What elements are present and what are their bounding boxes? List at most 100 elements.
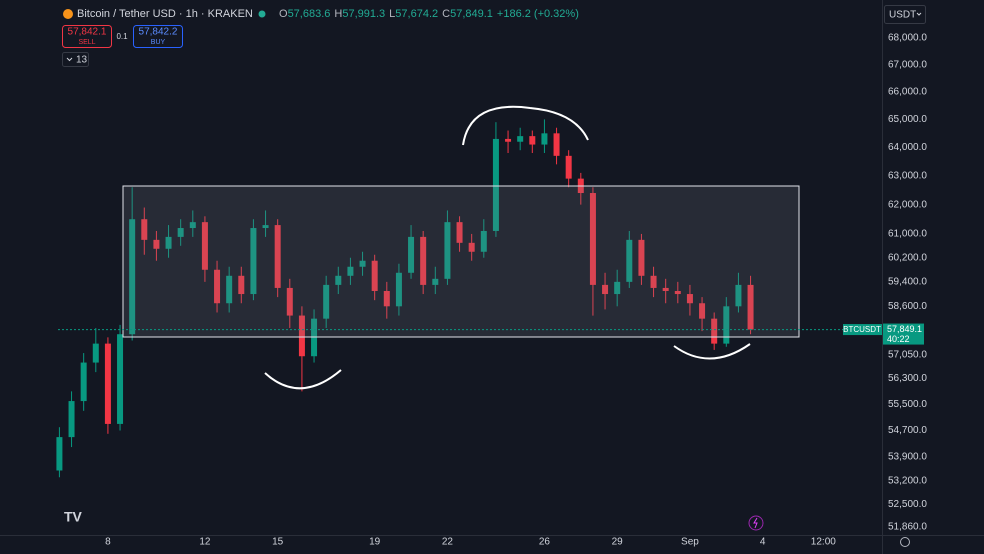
x-tick-label: 22 [442, 537, 454, 548]
candle-body [444, 222, 451, 279]
candle-body [541, 133, 548, 145]
drawing-curve [462, 105, 589, 146]
price-tag-price: 57,849.1 [887, 324, 922, 334]
symbol-title[interactable]: Bitcoin / Tether USD · 1h · KRAKEN [77, 8, 253, 20]
x-tick-label: 19 [369, 537, 381, 548]
alert-icon[interactable] [748, 515, 764, 531]
ohlc: O57,683.6 H57,991.3 L57,674.2 C57,849.1 +186… [279, 8, 579, 20]
candle-body [117, 334, 124, 424]
candle-body [383, 290, 390, 307]
y-tick-label: 65,000.0 [888, 114, 927, 125]
x-tick-label: 29 [612, 537, 624, 548]
candle-body [274, 225, 281, 288]
y-tick-label: 62,000.0 [888, 199, 927, 210]
y-tick-label: 51,860.0 [888, 521, 927, 532]
candle-body [699, 303, 706, 319]
logo[interactable]: TV [64, 509, 83, 525]
candle-body [347, 266, 354, 276]
candle-body [468, 242, 475, 252]
ohlc-label: L [389, 8, 395, 20]
y-tick-label: 52,500.0 [888, 499, 927, 510]
indicators-count: 13 [76, 55, 88, 66]
candle-body [492, 138, 499, 231]
buy-price: 57,842.2 [139, 27, 178, 38]
candle-body [56, 437, 63, 471]
ohlc-value: 57,991.3 [342, 8, 385, 20]
y-tick-label: 53,900.0 [888, 452, 927, 463]
currency: USDT [889, 10, 916, 21]
y-tick-label: 58,600.0 [888, 301, 927, 312]
range-box [122, 185, 800, 338]
candle-body [614, 281, 621, 295]
candle-body [298, 315, 305, 357]
buy-label: BUY [151, 39, 166, 46]
candle-body [529, 136, 536, 145]
candle-body [602, 284, 609, 295]
x-tick-label: 12:00 [811, 537, 836, 548]
currency-select[interactable] [884, 5, 926, 24]
candle-body [92, 343, 99, 363]
candle-body [286, 287, 293, 316]
settings-icon[interactable] [900, 537, 910, 547]
buy-button[interactable] [133, 25, 183, 48]
ohlc-value: 57,674.2 [395, 8, 438, 20]
drawing-curve [673, 343, 751, 360]
sell-button[interactable] [62, 25, 112, 48]
candle-body [165, 236, 172, 249]
ohlc-value: 57,849.1 [450, 8, 493, 20]
chevron-icon [66, 57, 73, 62]
status-dot [258, 10, 266, 18]
candle-body [68, 401, 75, 438]
y-tick-label: 63,000.0 [888, 170, 927, 181]
ohlc-value: 57,683.6 [288, 8, 331, 20]
spread: 0.1 [116, 32, 128, 41]
candle-body [456, 222, 463, 243]
y-tick-label: 66,000.0 [888, 87, 927, 98]
candle-body [201, 222, 208, 270]
y-tick-label: 57,050.0 [888, 349, 927, 360]
y-tick-label: 60,200.0 [888, 252, 927, 263]
candle-body [80, 362, 87, 402]
candle-body [662, 287, 669, 291]
candle-body [153, 239, 160, 249]
candle-body [505, 138, 512, 142]
symbol-icon [63, 9, 73, 19]
candle-body [420, 236, 427, 285]
candle-body [553, 133, 560, 156]
candle-body [262, 225, 269, 229]
x-tick-label: 15 [272, 537, 284, 548]
candle-body [432, 278, 439, 285]
candle-body [674, 290, 681, 295]
y-tick-label: 56,300.0 [888, 373, 927, 384]
candle-body [650, 275, 657, 288]
x-tick-label: 12 [199, 537, 211, 548]
candle-body [104, 343, 111, 424]
y-tick-label: 55,500.0 [888, 399, 927, 410]
candle-body [408, 236, 415, 273]
bolt-icon [753, 517, 758, 529]
candle-body [141, 219, 148, 240]
candle-body [565, 155, 572, 179]
plot-area [56, 119, 754, 478]
candle-body [214, 269, 221, 304]
ohlc-label: H [334, 8, 342, 20]
drawing-curve [264, 369, 342, 390]
y-tick-label: 59,400.0 [888, 277, 927, 288]
y-tick-label: 54,700.0 [888, 425, 927, 436]
change: +186.2 (+0.32%) [497, 8, 579, 20]
candle-body [189, 222, 196, 229]
candle-body [589, 193, 596, 285]
candle-body [711, 318, 718, 344]
x-tick-label: Sep [681, 537, 699, 548]
y-tick-label: 68,000.0 [888, 33, 927, 44]
symbol-tag [843, 324, 882, 336]
indicators-toggle[interactable] [62, 52, 89, 67]
candle-body [480, 230, 487, 252]
candle-body [177, 228, 184, 237]
candle-body [250, 228, 257, 295]
candle-body [238, 275, 245, 295]
candle-body [626, 239, 633, 282]
